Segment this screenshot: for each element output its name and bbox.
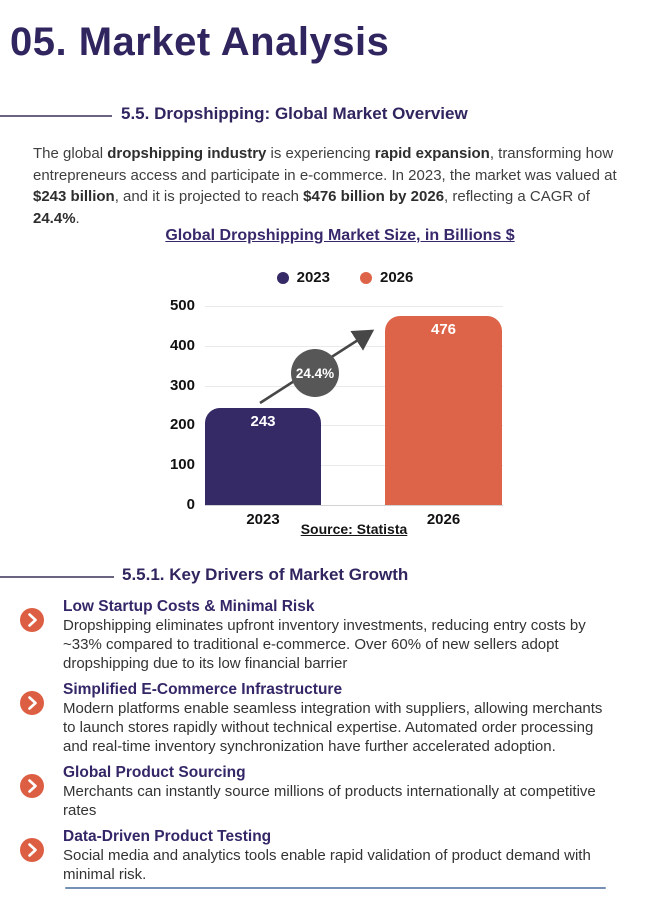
bar-2026: 476 — [385, 315, 502, 505]
legend-item-2023: 2023 — [276, 269, 330, 286]
list-item: Simplified E-Commerce Infrastructure Mod… — [20, 678, 636, 756]
section-heading-text: 5.5.1. Key Drivers of Market Growth — [122, 565, 409, 584]
cagr-badge-label: 24.4% — [296, 366, 334, 381]
section-heading-market-overview: 5.5. Dropshipping: Global Market Overvie… — [0, 104, 656, 128]
chart-legend: 2023 2026 — [0, 269, 656, 286]
driver-body: Social media and analytics tools enable … — [63, 847, 591, 883]
legend-label: 2026 — [380, 269, 414, 286]
bar-value-label: 476 — [430, 320, 457, 338]
driver-body: Dropshipping eliminates upfront inventor… — [63, 617, 586, 672]
intro-paragraph: The global dropshipping industry is expe… — [33, 145, 617, 227]
driver-body: Merchants can instantly source millions … — [63, 783, 596, 819]
legend-dot-icon — [360, 271, 372, 284]
section-heading-key-drivers: 5.5.1. Key Drivers of Market Growth — [0, 565, 656, 589]
chart-title: Global Dropshipping Market Size, in Bill… — [165, 227, 515, 244]
chevron-right-icon — [20, 691, 44, 715]
plot-area: 0 100 200 300 400 500 243 2023 476 2026 24.4% — [170, 297, 503, 528]
y-axis-tick-0: 0 — [186, 496, 195, 513]
section-heading-text: 5.5. Dropshipping: Global Market Overvie… — [121, 104, 468, 123]
key-drivers-list: Low Startup Costs & Minimal Risk Dropshi… — [20, 595, 636, 889]
chart-source: Source: Statista — [300, 521, 408, 537]
cagr-badge-circle — [291, 349, 339, 397]
legend-dot-icon — [276, 271, 289, 284]
footer-divider — [65, 887, 606, 889]
y-axis-tick-200: 200 — [169, 416, 195, 434]
bar-value-label: 243 — [250, 413, 276, 431]
heading-rule — [0, 576, 114, 578]
chevron-right-icon — [20, 774, 44, 798]
driver-title: Low Startup Costs & Minimal Risk — [63, 598, 315, 615]
legend-label: 2023 — [296, 269, 330, 286]
bar-2023: 243 — [205, 408, 321, 505]
y-axis-tick-500: 500 — [169, 297, 195, 314]
x-axis-label-2023: 2023 — [246, 511, 280, 528]
driver-title: Simplified E-Commerce Infrastructure — [63, 681, 343, 698]
x-axis-label-2026: 2026 — [426, 511, 461, 528]
y-axis-tick-400: 400 — [169, 336, 195, 354]
list-item: Global Product Sourcing Merchants can in… — [20, 761, 636, 820]
chevron-right-icon — [20, 608, 44, 632]
heading-rule — [0, 115, 112, 117]
gridline-200 — [205, 425, 503, 427]
gridline-500 — [205, 306, 503, 307]
y-axis-tick-100: 100 — [169, 456, 195, 474]
page-title: 05. Market Analysis — [10, 20, 390, 64]
driver-title: Data-Driven Product Testing — [63, 828, 272, 845]
chevron-right-icon — [20, 838, 44, 862]
gridline-100 — [205, 465, 503, 467]
list-item: Data-Driven Product Testing Social media… — [20, 825, 636, 884]
legend-item-2026: 2026 — [360, 269, 413, 286]
growth-arrow-annotation: 24.4% — [259, 329, 375, 405]
gridline-0 — [205, 505, 503, 506]
driver-title: Global Product Sourcing — [63, 764, 246, 781]
driver-body: Modern platforms enable seamless integra… — [63, 700, 603, 755]
gridline-300 — [205, 385, 503, 387]
list-item: Low Startup Costs & Minimal Risk Dropshi… — [20, 595, 636, 673]
y-axis-tick-300: 300 — [169, 376, 195, 394]
